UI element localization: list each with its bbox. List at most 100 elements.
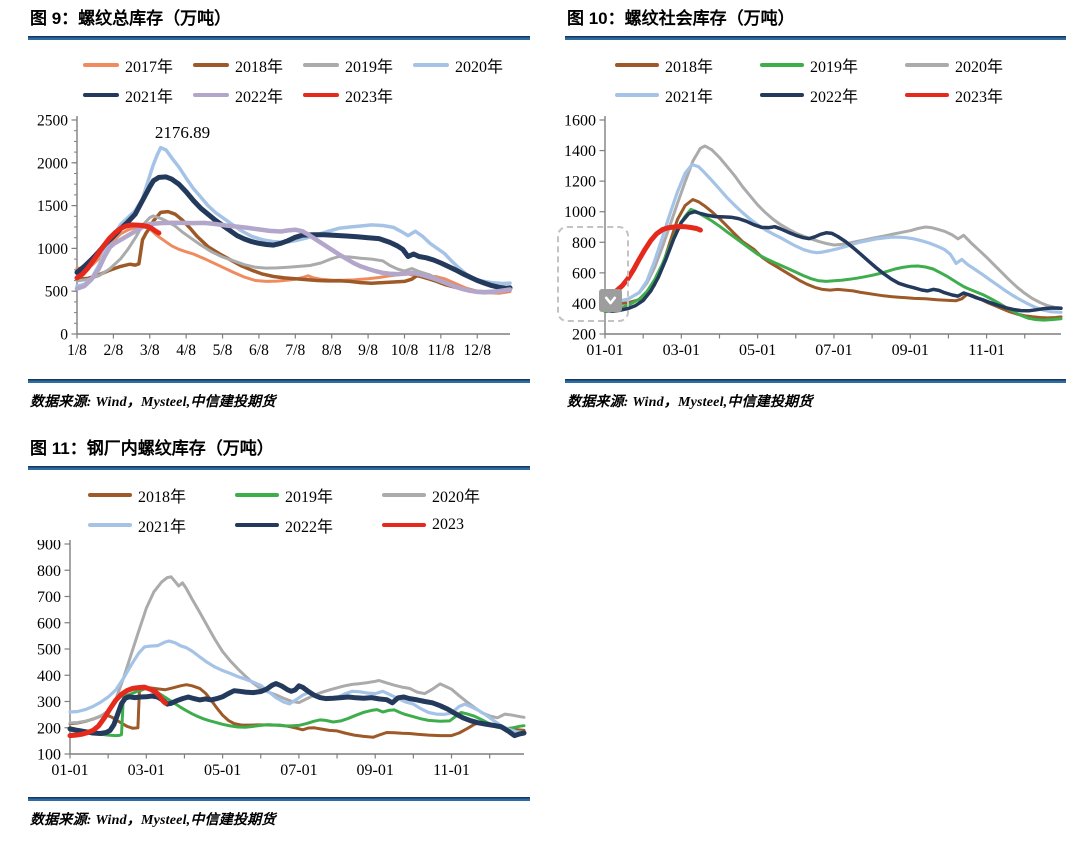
svg-text:500: 500 [37, 642, 61, 659]
line-plot: 100 200 300 400 500 600 700 800 900 01-01 03-01 05-… [37, 537, 527, 779]
legend-label: 2019年 [345, 59, 394, 76]
legend-swatch [88, 523, 132, 527]
svg-text:2500: 2500 [37, 113, 68, 130]
figure-10-panel: 图 10：螺纹社会库存（万吨） 2018年 2019年 2020年 2021年 2022… [564, 8, 1066, 411]
legend-swatch [905, 63, 949, 67]
series-2023年 [602, 224, 703, 299]
legend-item: 2017年 [83, 53, 193, 77]
svg-text:3/8: 3/8 [140, 342, 160, 359]
svg-text:2/8: 2/8 [103, 342, 123, 359]
legend-swatch [235, 522, 279, 528]
svg-text:1600: 1600 [565, 113, 596, 130]
svg-text:5/8: 5/8 [213, 342, 233, 359]
legend-row: 2017年 2018年 2019年 2020年 [83, 50, 530, 80]
svg-text:800: 800 [572, 235, 596, 252]
bottom-rule [28, 797, 530, 801]
svg-text:8/8: 8/8 [322, 342, 342, 359]
svg-text:1200: 1200 [565, 174, 596, 191]
svg-text:400: 400 [572, 296, 596, 313]
svg-text:800: 800 [37, 563, 61, 580]
svg-text:11/8: 11/8 [427, 342, 454, 359]
series-2019年 [75, 214, 512, 293]
legend-item: 2020年 [382, 483, 529, 507]
svg-text:900: 900 [37, 540, 61, 554]
legend-label: 2023 [432, 516, 464, 533]
selection-region-box [557, 226, 629, 322]
title-rule [565, 36, 1066, 40]
legend-item: 2019年 [235, 483, 382, 507]
series-2021年 [74, 174, 513, 291]
legend-label: 2021年 [125, 89, 174, 106]
source-note: 数据来源: Wind，Mysteel,中信建投期货 [30, 812, 276, 828]
series-2021年 [68, 639, 526, 735]
legend-label: 2023年 [345, 89, 394, 106]
svg-text:05-01: 05-01 [739, 342, 776, 359]
legend-item: 2022年 [193, 83, 303, 107]
svg-text:05-01: 05-01 [204, 762, 241, 779]
bottom-rule [28, 379, 530, 383]
legend-item: 2018年 [615, 53, 760, 77]
svg-text:4/8: 4/8 [176, 342, 196, 359]
legend-item: 2021年 [615, 83, 760, 107]
title-rule [28, 466, 530, 470]
svg-text:200: 200 [572, 327, 596, 344]
legend-item: 2019年 [303, 53, 413, 77]
peak-value-label: 2176.89 [155, 123, 210, 142]
legend-label: 2020年 [955, 59, 1004, 76]
figure-11-panel: 图 11：钢厂内螺纹库存（万吨） 2018年 2019年 2020年 2021年 202… [28, 438, 530, 829]
legend-swatch [760, 93, 804, 97]
chart-legend: 2018年 2019年 2020年 2021年 2022年 2023 [28, 470, 530, 540]
legend-label: 2019年 [285, 489, 334, 506]
line-plot: 200 400 600 800 1000 1200 1400 1600 01-01 03-01 05… [564, 113, 1063, 359]
legend-item: 2023 [382, 516, 529, 534]
legend-label: 2018年 [138, 489, 187, 506]
legend-label: 2021年 [665, 89, 714, 106]
legend-swatch [413, 63, 449, 67]
svg-text:1000: 1000 [565, 204, 596, 221]
legend-item: 2022年 [760, 83, 905, 107]
series-2023年 [74, 222, 162, 281]
svg-text:600: 600 [572, 265, 596, 282]
series-2020年 [603, 144, 1063, 310]
svg-text:9/8: 9/8 [358, 342, 378, 359]
legend-swatch [303, 63, 339, 67]
bottom-rule [565, 379, 1066, 383]
svg-text:2000: 2000 [37, 155, 68, 172]
legend-swatch [193, 92, 229, 98]
svg-text:1000: 1000 [37, 241, 68, 258]
svg-text:300: 300 [37, 694, 61, 711]
legend-item: 2020年 [905, 53, 1050, 77]
legend-swatch [382, 493, 426, 497]
legend-row: 2021年 2022年 2023年 [615, 80, 1066, 110]
figure-9-chart: 2017年 2018年 2019年 2020年 2021年 2022年 2023年 0 500 1… [28, 40, 530, 377]
legend-swatch [615, 63, 659, 67]
legend-swatch [83, 63, 119, 67]
svg-text:700: 700 [37, 589, 61, 606]
svg-text:6/8: 6/8 [249, 342, 269, 359]
legend-row: 2018年 2019年 2020年 [88, 480, 530, 510]
legend-item: 2023年 [303, 83, 413, 107]
legend-label: 2022年 [810, 89, 859, 106]
legend-swatch [235, 493, 279, 497]
legend-swatch [303, 92, 339, 98]
legend-swatch [193, 63, 229, 67]
figure-9-panel: 图 9：螺纹总库存（万吨） 2017年 2018年 2019年 2020年 2021年 2… [28, 8, 530, 411]
series-2019年 [603, 207, 1063, 322]
collapse-button[interactable] [599, 289, 622, 312]
legend-item: 2022年 [235, 513, 382, 537]
chart-legend: 2017年 2018年 2019年 2020年 2021年 2022年 2023年 [28, 40, 530, 110]
line-plot: 0 500 1000 1500 2000 2500 1/8 2/8 3/8 4/8 5/8 6/8 7/… [37, 113, 513, 359]
svg-text:100: 100 [37, 747, 61, 764]
chevron-down-icon [603, 293, 618, 308]
legend-row: 2021年 2022年 2023年 [83, 80, 530, 110]
svg-text:600: 600 [37, 615, 61, 632]
svg-text:09-01: 09-01 [357, 762, 394, 779]
legend-item: 2019年 [760, 53, 905, 77]
series-2021年 [603, 162, 1063, 314]
legend-swatch [83, 92, 119, 98]
svg-text:1/8: 1/8 [67, 342, 87, 359]
legend-row: 2018年 2019年 2020年 [615, 50, 1066, 80]
legend-label: 2022年 [285, 519, 334, 536]
series-2022年 [603, 209, 1063, 313]
svg-text:500: 500 [45, 284, 69, 301]
